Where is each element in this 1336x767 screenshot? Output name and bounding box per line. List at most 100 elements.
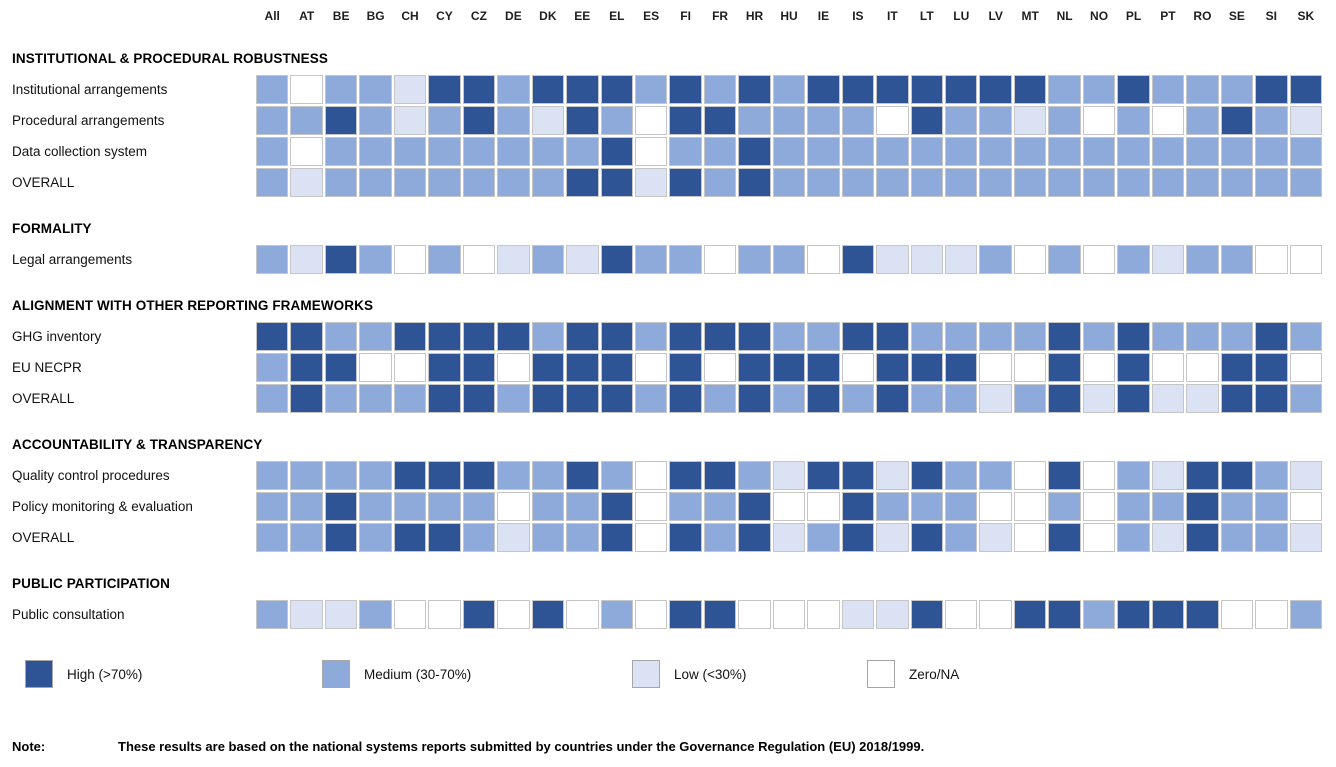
heatmap-cell xyxy=(772,384,806,413)
heatmap-cell xyxy=(876,600,909,629)
column-header-fr: FR xyxy=(712,9,729,23)
heatmap-cell xyxy=(324,384,358,413)
heatmap-cell xyxy=(772,461,806,490)
heatmap-cell xyxy=(566,600,599,629)
heatmap-cell xyxy=(1186,106,1219,135)
heatmap-cell xyxy=(1255,137,1288,166)
row-cell-grid xyxy=(256,322,1322,351)
heatmap-cell xyxy=(531,353,565,382)
row-label: OVERALL xyxy=(12,175,75,190)
heatmap-cell xyxy=(566,492,599,521)
note: Note: These results are based on the nat… xyxy=(12,739,1322,754)
row-cell-grid xyxy=(256,168,1322,197)
row-cell-grid xyxy=(256,523,1322,552)
heatmap-cell xyxy=(669,461,702,490)
heatmap-cell xyxy=(1013,75,1047,104)
heatmap-cell xyxy=(324,245,358,274)
heatmap-cell xyxy=(359,461,392,490)
heatmap-cell xyxy=(876,322,909,351)
heatmap-cell xyxy=(841,137,875,166)
heatmap-cell xyxy=(428,384,461,413)
heatmap-cell xyxy=(1082,523,1116,552)
heatmap-cell xyxy=(945,137,978,166)
column-header-el: EL xyxy=(609,9,625,23)
heatmap-cell xyxy=(256,461,289,490)
heatmap-cell xyxy=(910,384,944,413)
column-header-es: ES xyxy=(643,9,660,23)
heatmap-cell xyxy=(1289,75,1322,104)
heatmap-cell xyxy=(428,523,461,552)
heatmap-cell xyxy=(256,492,289,521)
heatmap-cell xyxy=(979,523,1012,552)
heatmap-cell xyxy=(1117,245,1150,274)
legend-swatch-h xyxy=(25,660,53,688)
column-header-dk: DK xyxy=(539,9,557,23)
heatmap-cell xyxy=(1289,106,1322,135)
heatmap-cell xyxy=(738,384,771,413)
note-text: These results are based on the national … xyxy=(118,739,925,754)
legend-label: Low (<30%) xyxy=(674,666,747,682)
heatmap-cell xyxy=(807,137,840,166)
heatmap-cell xyxy=(910,353,944,382)
heatmap-cell xyxy=(979,600,1012,629)
row-label: OVERALL xyxy=(12,391,75,406)
heatmap-cell xyxy=(1082,384,1116,413)
heatmap-cell xyxy=(1186,492,1219,521)
heatmap-cell xyxy=(1082,245,1116,274)
heatmap-cell xyxy=(462,461,496,490)
heatmap-cell xyxy=(428,322,461,351)
heatmap-cell xyxy=(1220,137,1254,166)
row-label: Legal arrangements xyxy=(12,252,133,267)
heatmap-cell xyxy=(634,492,668,521)
heatmap-cell xyxy=(772,106,806,135)
row-cell-grid xyxy=(256,106,1322,135)
heatmap-cell xyxy=(428,137,461,166)
heatmap-cell xyxy=(393,461,427,490)
heatmap-cell xyxy=(1151,492,1185,521)
row-label: Policy monitoring & evaluation xyxy=(12,499,193,514)
heatmap-cell xyxy=(566,106,599,135)
heatmap-cell xyxy=(1289,245,1322,274)
heatmap-cell xyxy=(324,168,358,197)
heatmap-cell xyxy=(807,600,840,629)
heatmap-cell xyxy=(945,523,978,552)
heatmap-cell xyxy=(290,75,323,104)
heatmap-cell xyxy=(1255,384,1288,413)
table-row: Data collection system xyxy=(12,137,1322,166)
heatmap-cell xyxy=(393,168,427,197)
heatmap-cell xyxy=(290,523,323,552)
heatmap-cell xyxy=(566,245,599,274)
heatmap-cell xyxy=(462,523,496,552)
heatmap-cell xyxy=(807,106,840,135)
heatmap-cell xyxy=(945,353,978,382)
heatmap-cell xyxy=(669,353,702,382)
heatmap-cell xyxy=(1048,492,1081,521)
heatmap-cell xyxy=(531,600,565,629)
heatmap-cell xyxy=(703,600,737,629)
heatmap-cell xyxy=(738,106,771,135)
legend-item: Zero/NA xyxy=(867,660,959,688)
heatmap-cell xyxy=(876,523,909,552)
heatmap-cell xyxy=(393,106,427,135)
heatmap-cell xyxy=(497,245,530,274)
heatmap-cell xyxy=(1013,168,1047,197)
column-header-si: SI xyxy=(1265,9,1277,23)
heatmap-cell xyxy=(910,461,944,490)
column-header-se: SE xyxy=(1228,9,1245,23)
heatmap-cell xyxy=(393,353,427,382)
heatmap-cell xyxy=(841,106,875,135)
heatmap-cell xyxy=(1186,523,1219,552)
heatmap-cell xyxy=(600,353,633,382)
heatmap-cell xyxy=(393,492,427,521)
heatmap-cell xyxy=(807,75,840,104)
heatmap-cell xyxy=(324,600,358,629)
heatmap-cell xyxy=(462,106,496,135)
heatmap-cell xyxy=(566,461,599,490)
section-title: FORMALITY xyxy=(12,221,92,236)
heatmap-cell xyxy=(910,245,944,274)
heatmap-cell xyxy=(1220,523,1254,552)
heatmap-cell xyxy=(841,384,875,413)
heatmap-cell xyxy=(669,492,702,521)
heatmap-cell xyxy=(600,245,633,274)
heatmap-cell xyxy=(910,137,944,166)
